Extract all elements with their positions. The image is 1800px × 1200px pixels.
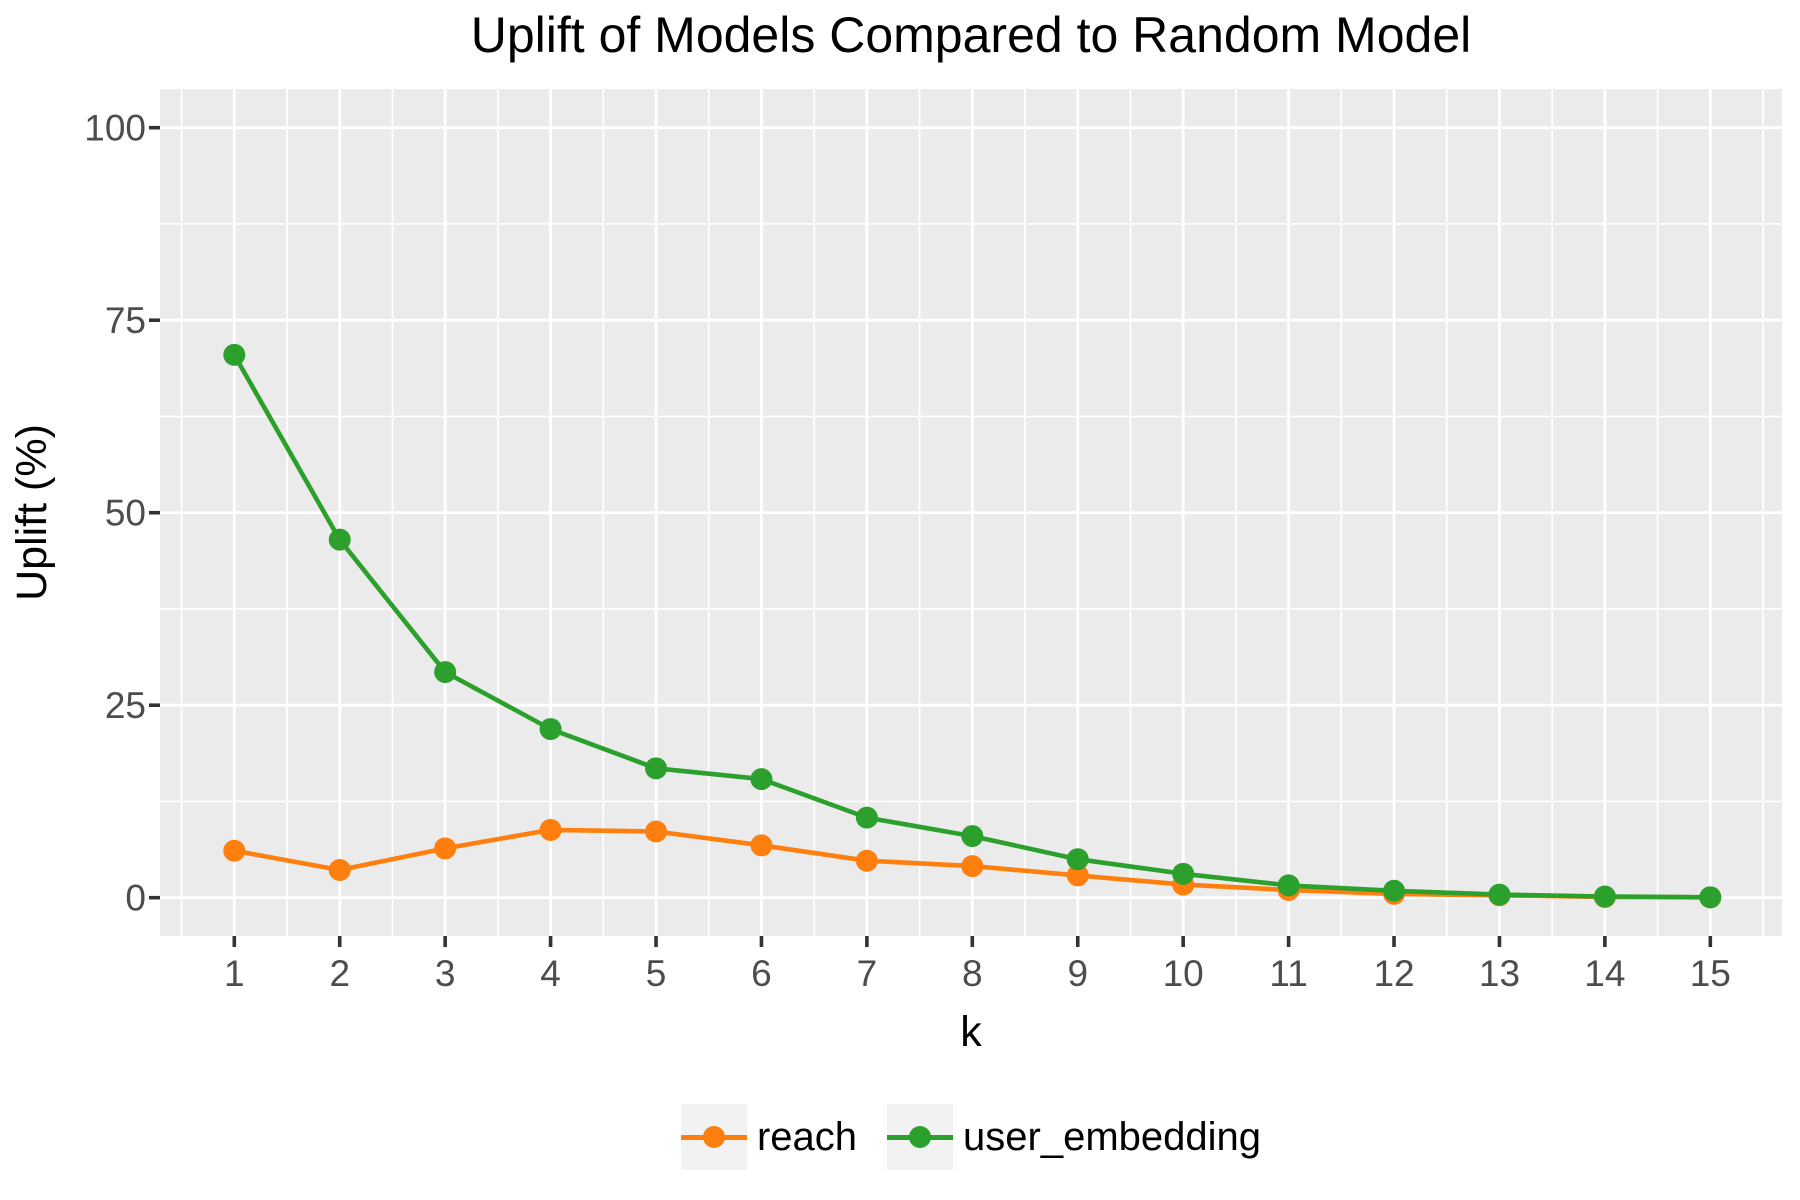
data-point-reach	[961, 855, 984, 878]
x-tick-label: 10	[1163, 953, 1204, 994]
data-point-user_embedding	[961, 825, 984, 848]
legend: reach user_embedding	[160, 1104, 1782, 1170]
data-point-reach	[645, 820, 668, 843]
data-point-user_embedding	[434, 661, 457, 684]
data-point-user_embedding	[1172, 862, 1195, 885]
data-point-reach	[855, 849, 878, 872]
x-tick-label: 15	[1690, 953, 1731, 994]
legend-key-dot-icon	[702, 1126, 725, 1148]
data-point-user_embedding	[1593, 885, 1616, 908]
data-point-user_embedding	[1488, 883, 1511, 906]
y-tick-label: 100	[84, 108, 146, 149]
legend-key-dot-icon	[909, 1126, 932, 1148]
y-tick-label: 25	[105, 685, 146, 726]
data-point-user_embedding	[1383, 879, 1406, 902]
x-tick-label: 8	[962, 953, 983, 994]
x-axis-title: k	[960, 1008, 982, 1056]
data-point-user_embedding	[1277, 874, 1300, 897]
data-point-reach	[328, 858, 351, 881]
data-point-user_embedding	[539, 718, 562, 741]
legend-item-user_embedding: user_embedding	[887, 1104, 1261, 1170]
x-tick-label: 1	[224, 953, 245, 994]
y-tick-label: 0	[125, 878, 146, 919]
data-point-user_embedding	[328, 528, 351, 551]
data-point-reach	[539, 818, 562, 841]
data-point-user_embedding	[223, 343, 246, 366]
legend-key-swatch	[887, 1104, 954, 1170]
x-tick-label: 2	[329, 953, 350, 994]
x-tick-label: 3	[435, 953, 456, 994]
x-tick-label: 4	[540, 953, 561, 994]
data-point-reach	[223, 839, 246, 862]
data-point-reach	[750, 834, 773, 857]
data-point-user_embedding	[855, 806, 878, 829]
legend-item-reach: reach	[680, 1104, 858, 1170]
data-point-user_embedding	[1066, 848, 1089, 871]
x-tick-label: 13	[1479, 953, 1520, 994]
chart-title: Uplift of Models Compared to Random Mode…	[470, 7, 1472, 63]
x-tick-label: 5	[646, 953, 667, 994]
x-tick-label: 6	[751, 953, 772, 994]
data-point-user_embedding	[750, 768, 773, 791]
x-tick-label: 7	[857, 953, 878, 994]
data-point-user_embedding	[645, 757, 668, 780]
y-tick-label: 50	[105, 493, 146, 534]
data-point-user_embedding	[1699, 886, 1722, 909]
x-tick-label: 9	[1067, 953, 1088, 994]
legend-label: user_embedding	[963, 1114, 1262, 1159]
y-axis-title: Uplift (%)	[8, 424, 56, 601]
y-tick-label: 75	[105, 300, 146, 341]
x-tick-label: 14	[1584, 953, 1625, 994]
x-tick-label: 12	[1373, 953, 1414, 994]
legend-label: reach	[756, 1114, 858, 1159]
data-point-reach	[434, 837, 457, 860]
data-point-reach	[1066, 864, 1089, 887]
x-tick-label: 11	[1269, 953, 1307, 994]
legend-key-swatch	[680, 1104, 747, 1170]
